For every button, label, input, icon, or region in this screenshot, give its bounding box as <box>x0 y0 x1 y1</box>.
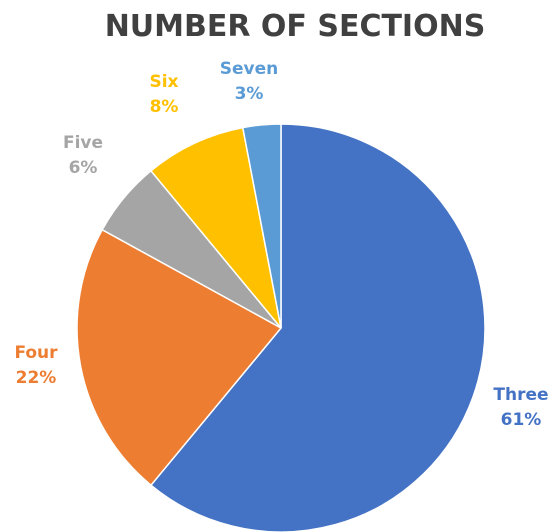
slice-label-six: Six 8% <box>149 72 178 117</box>
slice-label-five: Five 6% <box>63 133 103 178</box>
pie-slice-three <box>149 123 486 532</box>
slice-name: Five <box>63 133 103 153</box>
slice-percent: 8% <box>150 97 179 117</box>
slice-percent: 22% <box>16 368 57 388</box>
slice-percent: 3% <box>235 84 264 104</box>
chart-title: NUMBER OF SECTIONS <box>105 9 486 44</box>
slice-name: Three <box>493 385 548 405</box>
pie-slices <box>76 123 486 532</box>
slice-label-four: Four 22% <box>14 343 58 388</box>
slice-percent: 6% <box>69 158 98 178</box>
slice-percent: 61% <box>501 410 542 430</box>
slice-label-three: Three 61% <box>493 385 548 430</box>
pie-slice-six <box>149 126 282 329</box>
slice-name: Six <box>149 72 178 92</box>
slice-name: Four <box>14 343 58 363</box>
slice-label-seven: Seven 3% <box>220 59 279 104</box>
pie-slice-seven <box>241 123 282 329</box>
slice-name: Seven <box>220 59 279 79</box>
pie-slice-four <box>76 228 283 487</box>
pie-labels: Three 61% Four 22% Five 6% Six 8% Seven 3% <box>14 59 548 430</box>
